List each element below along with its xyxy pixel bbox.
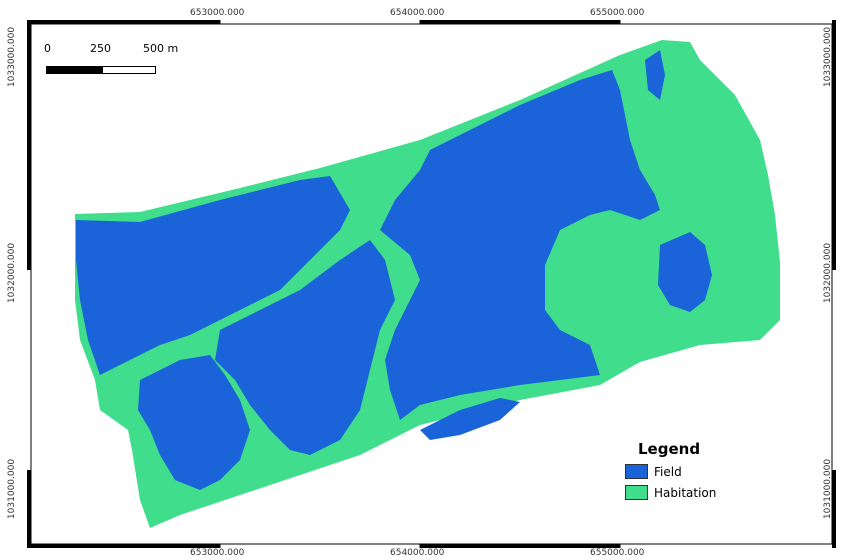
x-label: 655000.000 — [590, 548, 645, 558]
scale-bar-label-500: 500 m — [143, 42, 179, 55]
y-label: 1032000.000 — [7, 242, 18, 304]
y-label: 1033000.000 — [823, 26, 834, 88]
y-label: 1032000.000 — [823, 242, 834, 304]
frame-ticks — [27, 20, 836, 548]
scale-bar-segment-black — [46, 66, 103, 74]
legend-item-field: Field — [625, 461, 765, 482]
legend-label-field: Field — [654, 464, 682, 479]
legend: Legend Field Habitation — [625, 440, 765, 503]
legend-label-habitation: Habitation — [654, 485, 717, 500]
legend-item-habitation: Habitation — [625, 482, 765, 503]
x-label: 654000.000 — [390, 8, 445, 18]
y-label: 1031000.000 — [7, 458, 18, 520]
field-area — [76, 50, 712, 490]
graticule-ticks — [219, 20, 621, 548]
x-label: 654000.000 — [390, 548, 445, 558]
x-label: 653000.000 — [190, 548, 245, 558]
y-label: 1033000.000 — [7, 26, 18, 88]
scale-bar: 0 250 500 m — [40, 42, 178, 82]
x-label: 655000.000 — [590, 8, 645, 18]
habitation-swatch-icon — [625, 485, 648, 500]
y-label: 1031000.000 — [823, 458, 834, 520]
scale-bar-label-0: 0 — [44, 42, 51, 55]
x-label: 653000.000 — [190, 8, 245, 18]
scale-bar-label-250: 250 — [90, 42, 111, 55]
field-swatch-icon — [625, 464, 648, 479]
legend-title: Legend — [638, 440, 701, 458]
scale-bar-segment-white — [102, 66, 156, 74]
